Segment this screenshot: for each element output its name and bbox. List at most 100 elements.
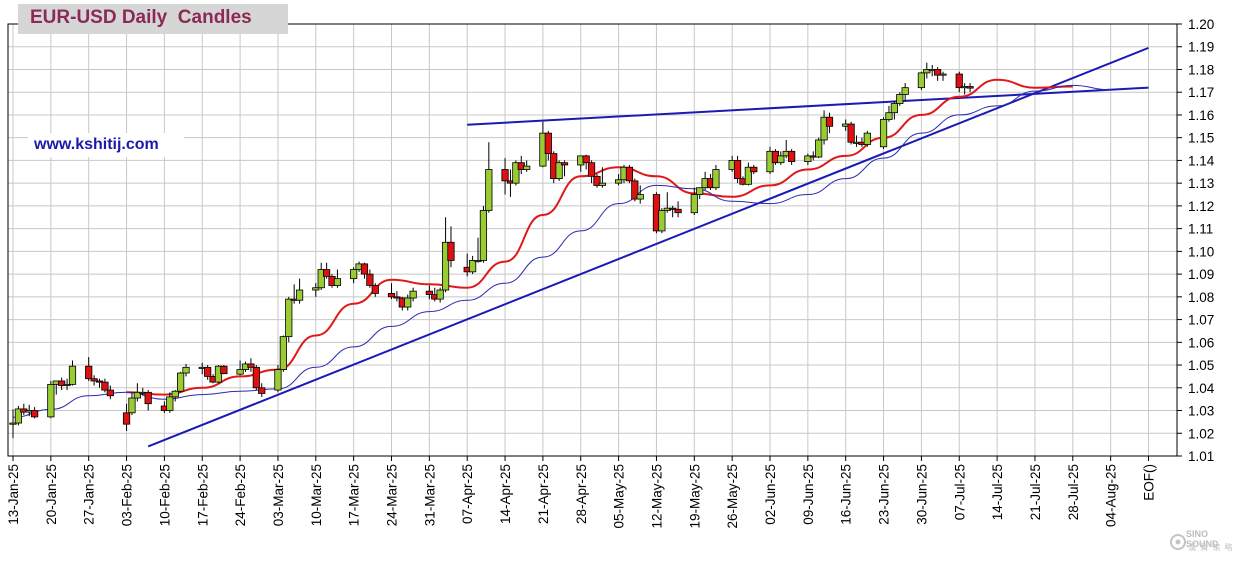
candle (360, 262, 369, 279)
candle-body (133, 391, 141, 399)
candle (901, 83, 909, 102)
chart-title: EUR-USD Daily Candles (30, 7, 252, 28)
candle (285, 296, 293, 343)
x-tick-label: 04-Aug-25 (1104, 464, 1119, 527)
candle-body (587, 162, 596, 177)
logo-circle (1170, 534, 1186, 550)
candle (955, 71, 963, 93)
candle (247, 358, 255, 372)
candle (317, 262, 325, 291)
candle-body (863, 132, 871, 145)
candle (825, 112, 834, 134)
candle-body (544, 132, 552, 154)
y-tick-label: 1.13 (1188, 176, 1214, 191)
candle-body (258, 387, 266, 394)
candle-body (441, 241, 450, 291)
candle-body (523, 165, 531, 170)
candle-body (63, 383, 71, 386)
x-tick-label: 21-Jul-25 (1028, 464, 1043, 520)
x-tick-label: 14-Apr-25 (498, 464, 513, 524)
candle-body (236, 369, 244, 375)
candle (441, 217, 450, 293)
x-tick-label: 24-Feb-25 (233, 464, 248, 526)
candle-body (393, 296, 401, 299)
candle (295, 278, 304, 304)
y-tick-label: 1.03 (1188, 404, 1214, 419)
candle (85, 357, 93, 381)
candle-body (847, 123, 855, 143)
x-tick-label: 19-May-25 (687, 464, 702, 529)
candle (404, 294, 412, 311)
candle (625, 164, 634, 184)
candle (63, 378, 71, 391)
candle (696, 187, 704, 200)
candle-body (923, 69, 931, 74)
candle (712, 164, 720, 190)
candle (598, 167, 606, 188)
trendline (467, 86, 1149, 126)
candle-body (474, 260, 482, 263)
candle-body (815, 139, 823, 158)
candle (733, 155, 742, 184)
candle-body (917, 72, 926, 89)
x-tick-label: 26-May-25 (725, 464, 740, 529)
candle (387, 283, 396, 300)
candle (58, 377, 66, 391)
candle (593, 174, 601, 188)
candle-body (366, 273, 374, 286)
candle (501, 158, 509, 195)
candle-body (14, 408, 23, 424)
candle-body (360, 263, 369, 275)
candle (366, 269, 374, 288)
candles-layer (9, 62, 974, 439)
y-tick-label: 1.19 (1188, 40, 1214, 55)
candle-body (669, 207, 677, 210)
candle-body (636, 194, 644, 200)
y-tick-label: 1.18 (1188, 62, 1214, 77)
x-tick-label: 14-Jul-25 (990, 464, 1005, 520)
candle-body (295, 289, 304, 301)
x-tick-label: 17-Mar-25 (347, 464, 362, 526)
candle-body (171, 390, 179, 398)
candle-body (409, 290, 417, 299)
candle-body (560, 162, 569, 166)
candle-body (101, 381, 109, 391)
y-tick-label: 1.15 (1188, 131, 1214, 146)
candle (393, 291, 401, 302)
candle-body (95, 380, 104, 383)
candle-body (350, 269, 358, 280)
candle-body (690, 194, 698, 214)
candle (166, 392, 174, 413)
x-tick-label: 28-Apr-25 (574, 464, 589, 524)
candle (690, 187, 698, 215)
candle (917, 71, 926, 90)
candle-body (122, 412, 131, 425)
candle-body (58, 380, 66, 386)
candle (923, 62, 931, 79)
candle-body (879, 119, 888, 148)
candle-body (631, 180, 639, 200)
candle (236, 360, 244, 376)
candle-body (312, 287, 320, 291)
candle-body (469, 260, 477, 273)
candle-body (555, 162, 563, 180)
candle-body (128, 397, 136, 414)
candle (371, 283, 379, 297)
candle-body (333, 278, 342, 286)
logo-brand-text: SINO SOUND (1186, 529, 1219, 549)
plot-frame (7, 23, 1178, 457)
candle (133, 383, 141, 402)
candle (847, 121, 855, 145)
candle-body (939, 73, 947, 76)
candle (934, 67, 942, 81)
candle-body (9, 422, 17, 425)
slow-moving-average (12, 84, 1111, 418)
candle (474, 237, 482, 263)
candle (409, 287, 417, 302)
y-tick-label: 1.20 (1188, 17, 1214, 32)
candle (279, 335, 287, 372)
x-tick-label: 03-Feb-25 (120, 464, 135, 526)
candle (485, 142, 493, 213)
candle (106, 385, 114, 400)
